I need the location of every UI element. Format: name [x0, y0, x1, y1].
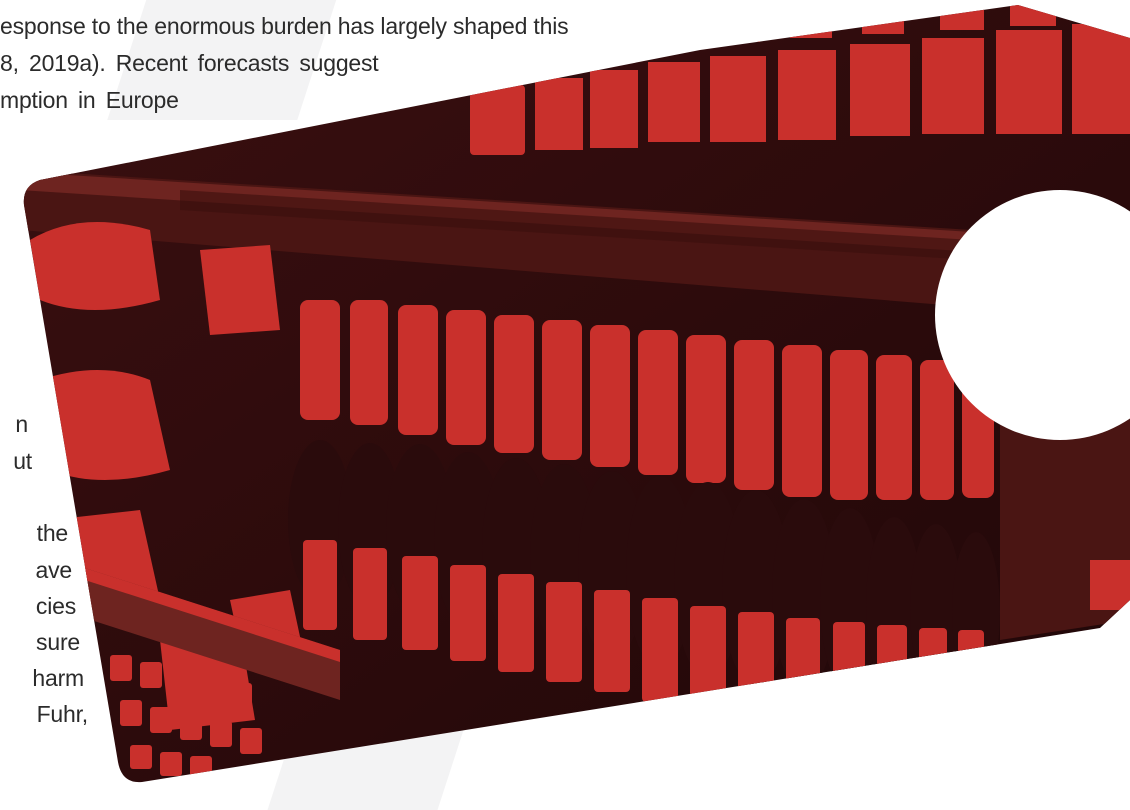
fragment-5: cies: [35, 593, 76, 619]
lower-shelf: [60, 560, 340, 700]
paragraph-line-1: esponse to the enormous burden has large…: [0, 13, 569, 39]
fragment-4: ave: [35, 557, 73, 583]
fragment-1: n: [15, 411, 28, 437]
tag-hole: [935, 190, 1130, 440]
fragment-6: sure: [36, 629, 80, 655]
back-row-labels: [470, 5, 1130, 155]
basket-grid: [110, 655, 262, 778]
fragment-7: harm: [32, 665, 84, 691]
fragment-2: ut: [13, 448, 32, 474]
paragraph-line-2: 8, 2019a). Recent forecasts suggest: [0, 50, 379, 76]
paragraph-line-3: mption in Europe: [0, 87, 179, 113]
bottle-necks: [300, 300, 994, 500]
fragment-8: Fuhr,: [36, 701, 89, 727]
fragment-3: the: [36, 520, 69, 546]
